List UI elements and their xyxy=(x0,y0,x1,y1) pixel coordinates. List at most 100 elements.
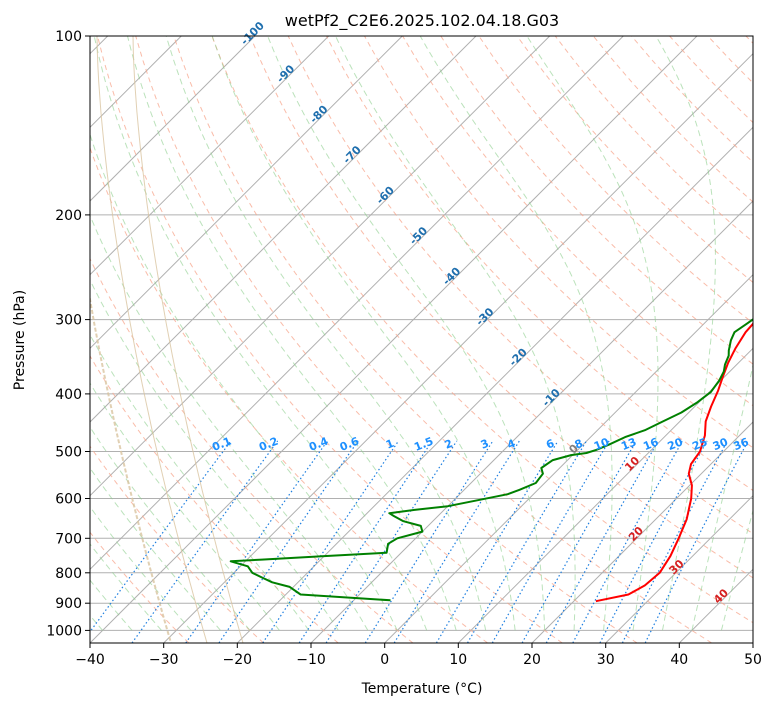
x-tick-label: −20 xyxy=(223,652,253,668)
y-tick-label: 300 xyxy=(55,313,82,329)
y-tick-label: 400 xyxy=(55,387,82,403)
mixing-ratio-label: 16 xyxy=(641,435,660,453)
moist-adiabat xyxy=(127,36,457,631)
x-tick-label: −40 xyxy=(75,652,105,668)
mixing-ratio-line xyxy=(90,440,232,633)
isotherm xyxy=(678,568,753,643)
dry-adiabat xyxy=(90,531,190,643)
mixing-ratio-line xyxy=(545,440,659,643)
mixing-ratio-line xyxy=(262,440,399,643)
moist-adiabat xyxy=(90,278,339,631)
mixing-ratio-line xyxy=(435,440,559,643)
moist-adiabat xyxy=(267,36,546,631)
y-axis-label: Pressure (hPa) xyxy=(12,290,28,390)
mixing-ratio-line xyxy=(572,440,683,643)
dry-adiabat xyxy=(287,36,753,535)
y-tick-label: 1000 xyxy=(46,623,82,639)
dry-adiabat xyxy=(592,36,753,203)
dry-adiabat-label: -70 xyxy=(341,143,364,166)
dry-adiabat xyxy=(211,36,753,624)
y-tick-label: 100 xyxy=(55,29,82,45)
mixing-ratio-line xyxy=(364,440,494,643)
y-tick-label: 900 xyxy=(55,596,82,612)
moist-adiabat xyxy=(90,382,280,631)
mixing-ratio-line xyxy=(599,440,708,643)
dry-adiabat-label: 10 xyxy=(622,454,642,474)
x-axis-label: Temperature (°C) xyxy=(361,681,483,697)
isotherm xyxy=(163,52,753,643)
moist-adiabat xyxy=(90,214,369,631)
moist-adiabat xyxy=(720,509,753,631)
isotherm xyxy=(384,273,753,643)
dry-adiabat xyxy=(90,257,414,643)
isotherm xyxy=(457,347,753,643)
plot-frame xyxy=(89,35,754,644)
dewpoint-line xyxy=(229,318,753,602)
y-tick-label: 800 xyxy=(55,566,82,582)
dry-adiabat-label: -20 xyxy=(507,345,530,368)
moist-adiabat xyxy=(90,579,133,631)
moist-adiabat xyxy=(419,36,613,631)
x-tick-label: 20 xyxy=(523,652,541,668)
mixing-ratio-label: 10 xyxy=(592,435,611,453)
mixing-ratio-label: 13 xyxy=(619,435,638,453)
isotherm xyxy=(90,36,477,423)
moist-adiabat xyxy=(90,133,398,631)
dry-adiabat xyxy=(402,36,753,407)
x-axis-ticks: −40 −30 −20 −10 0 10 20 30 40 50 xyxy=(75,643,762,668)
dry-adiabat-label: -80 xyxy=(307,103,330,126)
dry-adiabat-label: 30 xyxy=(667,557,687,577)
mixing-ratio-line xyxy=(393,440,520,643)
mixing-ratio-line xyxy=(491,440,610,643)
dry-adiabat-label: 20 xyxy=(626,524,646,544)
dry-adiabat xyxy=(90,146,488,643)
moist-adiabat xyxy=(90,426,251,631)
dry-adiabat xyxy=(173,36,712,643)
dry-adiabat-label: -50 xyxy=(407,224,430,247)
background-reference-lines xyxy=(90,36,753,643)
mixing-ratio-label: 20 xyxy=(666,435,685,453)
reference-curve xyxy=(96,36,208,643)
mixing-ratio-label: 8 xyxy=(573,437,585,452)
isotherm xyxy=(90,36,330,276)
x-tick-label: 30 xyxy=(597,652,615,668)
mixing-ratio-label: 3 xyxy=(479,437,491,452)
isotherm xyxy=(531,421,753,643)
y-axis-ticks: 100 200 300 400 500 600 700 800 900 1000 xyxy=(46,29,90,639)
moist-adiabat xyxy=(90,506,192,631)
dry-adiabat xyxy=(249,36,753,579)
dry-adiabat xyxy=(90,445,264,643)
dry-adiabat xyxy=(97,36,563,643)
dry-adiabat-label: -10 xyxy=(540,386,563,409)
mixing-ratio-label: 4 xyxy=(505,437,517,452)
dry-adiabat xyxy=(516,36,753,284)
x-tick-label: 40 xyxy=(670,652,688,668)
dry-adiabat-label: -40 xyxy=(440,264,463,287)
moist-adiabat xyxy=(335,36,576,631)
mixing-ratio-line xyxy=(466,440,588,643)
mixing-ratio-label: 2 xyxy=(443,437,455,452)
dry-adiabat xyxy=(90,355,339,643)
x-tick-label: −30 xyxy=(149,652,179,668)
dry-adiabat xyxy=(669,36,753,124)
y-tick-label: 600 xyxy=(55,492,82,508)
dry-adiabat-label: -60 xyxy=(374,184,397,207)
temperature-line xyxy=(595,322,753,603)
isotherm xyxy=(90,36,256,202)
moist-adiabat xyxy=(165,36,487,631)
moist-adiabat xyxy=(90,543,162,631)
dry-adiabat-label: -100 xyxy=(238,19,267,48)
x-tick-label: 10 xyxy=(449,652,467,668)
mixing-ratio-label: 30 xyxy=(711,435,730,453)
moist-adiabat xyxy=(90,467,221,631)
isotherm xyxy=(90,36,403,350)
reference-curve xyxy=(90,293,172,643)
x-tick-label: 0 xyxy=(380,652,389,668)
y-tick-label: 200 xyxy=(55,208,82,224)
moist-adiabat xyxy=(691,363,753,631)
mixing-ratio-line xyxy=(521,440,637,643)
x-tick-label: −10 xyxy=(296,652,326,668)
moist-adiabat xyxy=(90,333,310,631)
mixing-ratio-line xyxy=(298,440,433,643)
